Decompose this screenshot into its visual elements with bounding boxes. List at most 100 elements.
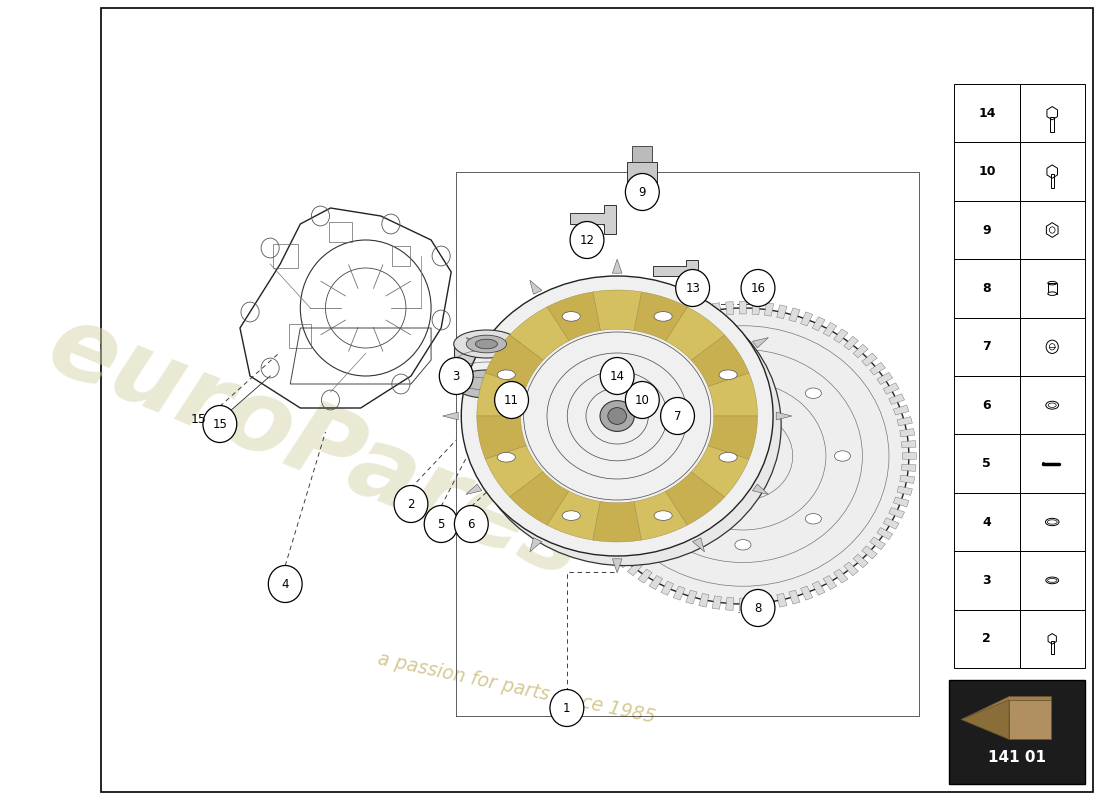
Polygon shape <box>777 412 792 420</box>
Circle shape <box>202 406 236 442</box>
Polygon shape <box>685 590 697 604</box>
Polygon shape <box>570 205 616 234</box>
Bar <box>954 142 1020 201</box>
Polygon shape <box>801 586 813 600</box>
Polygon shape <box>530 280 542 294</box>
Ellipse shape <box>461 276 773 556</box>
Polygon shape <box>889 507 904 518</box>
Polygon shape <box>509 472 569 525</box>
Polygon shape <box>896 417 912 426</box>
Bar <box>1050 117 1054 133</box>
Bar <box>954 610 1020 668</box>
Polygon shape <box>601 362 616 375</box>
Polygon shape <box>739 598 747 610</box>
Circle shape <box>675 270 710 306</box>
Polygon shape <box>854 554 868 568</box>
Ellipse shape <box>562 312 581 322</box>
Circle shape <box>741 590 774 626</box>
Bar <box>454 344 519 384</box>
Polygon shape <box>812 581 825 595</box>
Polygon shape <box>712 302 722 316</box>
Polygon shape <box>861 353 877 366</box>
Polygon shape <box>485 335 543 386</box>
Bar <box>330 222 352 242</box>
Ellipse shape <box>654 312 672 322</box>
Polygon shape <box>661 581 673 595</box>
Polygon shape <box>823 575 837 590</box>
Polygon shape <box>883 383 899 394</box>
Polygon shape <box>708 373 758 416</box>
Polygon shape <box>638 569 652 583</box>
Polygon shape <box>593 528 609 540</box>
Polygon shape <box>726 598 734 610</box>
Text: 5: 5 <box>982 457 991 470</box>
Polygon shape <box>777 594 786 607</box>
Polygon shape <box>883 518 899 529</box>
Polygon shape <box>801 312 813 326</box>
Polygon shape <box>877 372 893 384</box>
Text: 12: 12 <box>580 234 594 246</box>
Polygon shape <box>581 507 597 518</box>
Ellipse shape <box>1048 292 1057 295</box>
Bar <box>1020 551 1085 610</box>
Circle shape <box>439 358 473 394</box>
Ellipse shape <box>453 330 519 358</box>
Bar <box>1020 259 1085 318</box>
Bar <box>1050 641 1054 654</box>
Polygon shape <box>893 405 909 415</box>
Polygon shape <box>961 700 1009 739</box>
Circle shape <box>454 506 488 542</box>
Bar <box>1020 318 1085 376</box>
Circle shape <box>570 222 604 258</box>
Polygon shape <box>576 405 593 415</box>
Polygon shape <box>649 575 662 590</box>
Bar <box>392 246 410 266</box>
Ellipse shape <box>719 453 737 462</box>
Text: 8: 8 <box>982 282 991 295</box>
Circle shape <box>425 506 458 542</box>
Ellipse shape <box>475 339 497 349</box>
Ellipse shape <box>453 370 519 398</box>
Polygon shape <box>573 417 588 426</box>
Polygon shape <box>547 491 601 540</box>
Bar <box>1048 283 1057 294</box>
Bar <box>1020 84 1085 142</box>
Polygon shape <box>870 362 886 375</box>
Polygon shape <box>698 594 710 607</box>
Polygon shape <box>902 453 916 459</box>
Ellipse shape <box>600 401 635 431</box>
Ellipse shape <box>470 286 781 566</box>
Polygon shape <box>666 472 725 525</box>
Polygon shape <box>698 305 710 318</box>
Text: 141 01: 141 01 <box>988 750 1046 765</box>
Text: 15: 15 <box>190 413 206 426</box>
Polygon shape <box>617 344 632 358</box>
Text: 4: 4 <box>282 578 289 590</box>
Polygon shape <box>509 307 569 360</box>
Polygon shape <box>877 528 893 540</box>
Circle shape <box>661 398 694 434</box>
Polygon shape <box>812 317 825 331</box>
Circle shape <box>741 270 774 306</box>
Polygon shape <box>627 336 642 350</box>
Polygon shape <box>571 475 586 483</box>
Polygon shape <box>581 394 597 405</box>
Text: 6: 6 <box>982 398 991 412</box>
Polygon shape <box>608 353 624 366</box>
Polygon shape <box>889 394 904 405</box>
Bar <box>954 551 1020 610</box>
Text: 4: 4 <box>982 515 991 529</box>
Bar <box>954 318 1020 376</box>
Polygon shape <box>570 464 584 471</box>
Text: 2: 2 <box>982 632 991 646</box>
Bar <box>954 259 1020 318</box>
Polygon shape <box>593 502 641 542</box>
Polygon shape <box>547 292 601 341</box>
Polygon shape <box>666 307 725 360</box>
Text: 10: 10 <box>978 165 996 178</box>
Bar <box>954 201 1020 259</box>
Ellipse shape <box>576 308 909 604</box>
Polygon shape <box>685 308 697 322</box>
Bar <box>1050 174 1054 188</box>
Polygon shape <box>673 586 685 600</box>
